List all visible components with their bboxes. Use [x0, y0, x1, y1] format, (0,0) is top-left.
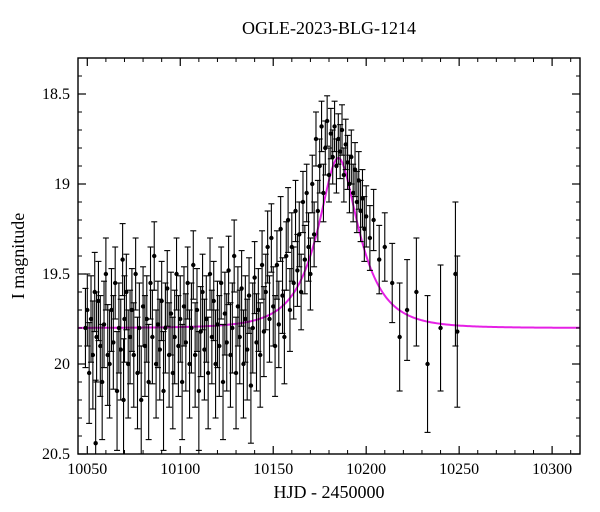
lightcurve-chart: OGLE-2023-BLG-1214 10050 10100 10150 10200 10…: [0, 0, 600, 512]
x-axis-label: HJD - 2450000: [274, 482, 385, 502]
x-tick-label: 10200: [346, 461, 386, 478]
x-tick-label: 10300: [532, 461, 572, 478]
y-tick-label: 18.5: [42, 86, 70, 103]
x-tick-label: 10150: [253, 461, 293, 478]
y-tick-label: 19.5: [42, 266, 70, 283]
y-tick-label: 20.5: [42, 446, 70, 463]
x-tick-label: 10100: [160, 461, 200, 478]
y-tick-label: 20: [54, 356, 70, 373]
x-tick-label: 10050: [67, 461, 107, 478]
data-layer: [78, 96, 580, 506]
y-tick-label: 19: [54, 176, 70, 193]
y-axis-label: I magnitude: [8, 213, 28, 299]
x-tick-label: 10250: [439, 461, 479, 478]
chart-title: OGLE-2023-BLG-1214: [242, 18, 416, 38]
